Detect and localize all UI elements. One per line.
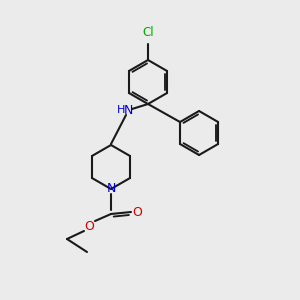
- Text: H: H: [117, 105, 125, 115]
- Text: O: O: [132, 206, 142, 218]
- Text: Cl: Cl: [142, 26, 154, 39]
- Text: O: O: [84, 220, 94, 232]
- Text: N: N: [123, 103, 133, 116]
- Text: N: N: [106, 182, 116, 196]
